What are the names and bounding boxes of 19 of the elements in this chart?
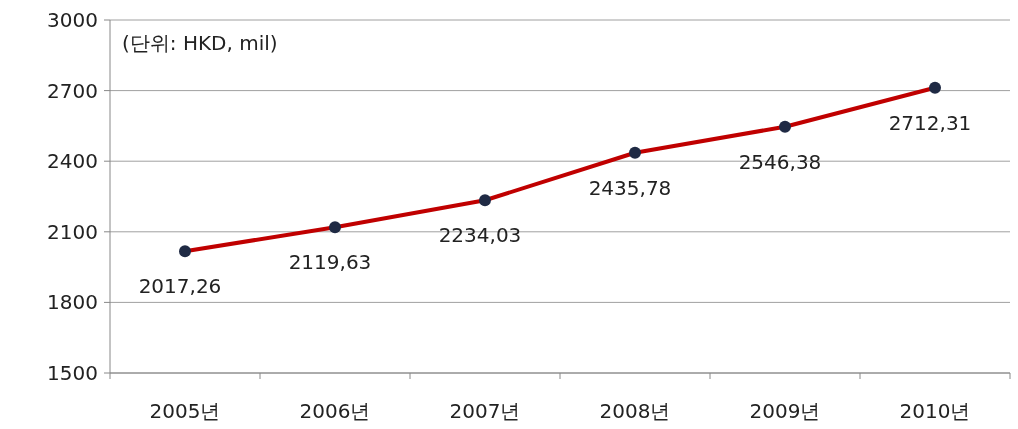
x-tick-label: 2005년 (149, 399, 221, 423)
data-label: 2234,03 (438, 223, 522, 248)
annotation: (단위: HKD, mil) (122, 31, 278, 55)
data-label: 2435,78 (588, 175, 672, 200)
data-label: 2017,26 (138, 274, 222, 299)
y-tick-label: 3000 (47, 8, 98, 32)
data-label: 2546,38 (738, 149, 822, 174)
data-label: 2119,63 (288, 250, 372, 275)
x-tick-label: 2006년 (299, 399, 371, 423)
y-tick-label: 1800 (47, 290, 98, 315)
x-tick-label: 2009년 (749, 399, 821, 423)
y-tick-label: 2400 (47, 149, 98, 174)
x-tick-label: 2010년 (899, 399, 971, 423)
y-tick-label: 2100 (47, 219, 98, 244)
x-tick-label: 2008년 (599, 399, 671, 423)
y-tick-label: 1500 (47, 361, 98, 385)
data-label: 2712,31 (888, 110, 972, 135)
y-tick-label: 2700 (47, 78, 98, 103)
x-tick-label: 2007년 (449, 399, 521, 423)
